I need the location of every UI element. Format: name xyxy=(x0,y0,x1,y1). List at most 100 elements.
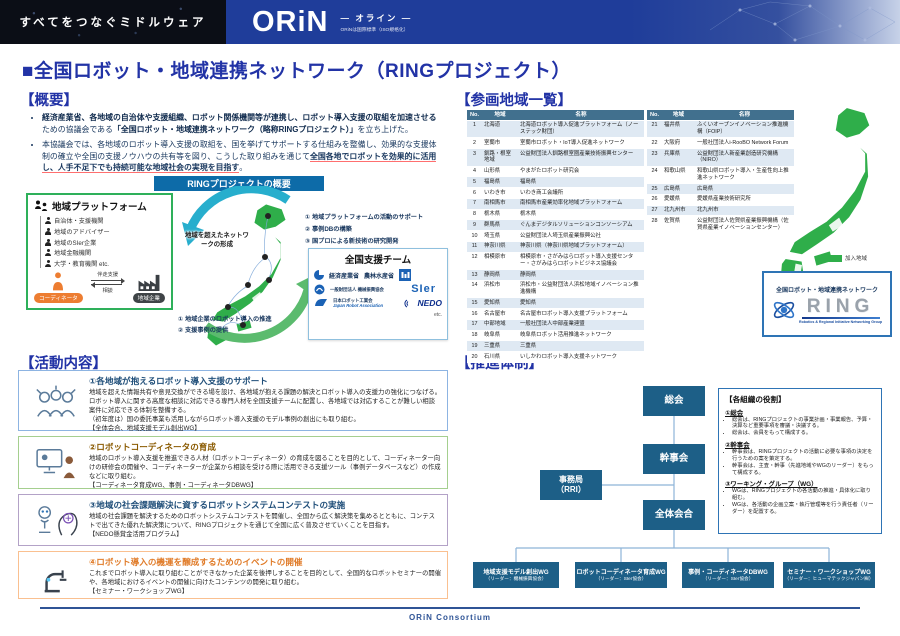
region-no: 14 xyxy=(471,282,478,289)
jara-jp-label: 日本ロボット工業会 xyxy=(333,298,373,303)
activity-card-1: ①各地域が抱えるロボット導入支援のサポート 地域を超えた情報共有や意見交換ができ… xyxy=(18,370,448,432)
legend-color-swatch xyxy=(826,254,842,262)
secretariat-line2: （RRI） xyxy=(556,485,586,494)
region-area: 福島県 xyxy=(484,178,501,185)
region-row: 19 三重県 三重県 xyxy=(467,341,644,353)
person-icon xyxy=(45,217,51,224)
region-area: 室蘭市 xyxy=(484,139,501,146)
regions-table-left: No. 地域 名称 1 北海道 北海道ロボット導入促進プラットフォーム（ノーステック財団）… xyxy=(467,110,644,363)
overview-bullet-2: 本協議会では、各地域のロボット導入支援の取組を、国を挙げてサポートする仕組みを整… xyxy=(42,139,444,175)
region-area: 石川県 xyxy=(484,353,501,360)
cycle-arrow-green xyxy=(203,288,313,343)
region-name: 名古屋市ロボット導入支援プラットフォーム xyxy=(520,310,628,317)
activity-title: ②ロボットコーディネータの育成 xyxy=(89,442,216,452)
orin-caption: ORiNは国際標準（ISO規格化） xyxy=(340,27,409,33)
regions-heading: 【参画地域一覧】 xyxy=(456,93,572,109)
region-row: 24 和歌山県 和歌山県ロボット導入・生産性向上推進ネットワーク xyxy=(647,166,794,185)
diagram-title-bar: RINGプロジェクトの概要 xyxy=(154,176,324,191)
ring-underline-bar xyxy=(801,316,880,319)
region-row: 15 愛知県 愛知県 xyxy=(467,298,644,310)
activities-heading: 【活動内容】 xyxy=(20,356,107,372)
jara-en-label: Japan Robot Association xyxy=(333,303,384,309)
platform-member: 自治体・支援機関 xyxy=(45,216,165,225)
region-name: 公益財団法人釧路根室圏産業技術振興センター xyxy=(520,150,634,157)
region-name: 相模原市・さがみはらロボット導入支援センター・さがみはらロボットビジネス協議会 xyxy=(520,254,634,267)
role-section-head: ①総会 xyxy=(725,409,744,417)
overview-b2-pre: 本協議会では、各地域のロボット導入支援の取組を、国を挙げてサポートする仕組みを整… xyxy=(42,139,437,161)
region-name: 和歌山県ロボット導入・生産性向上推進ネットワーク xyxy=(697,168,789,181)
overview-heading: 【概要】 xyxy=(20,93,78,109)
nedo-arcs-icon xyxy=(404,299,409,308)
activity-icon-cell xyxy=(23,375,89,427)
region-area: 北九州市 xyxy=(664,207,686,214)
region-row: 27 北九州市 北九州市 xyxy=(647,205,794,217)
region-row: 23 兵庫県 公益財団法人新産業創造研究機構（NIRO） xyxy=(647,149,794,167)
region-area: 岐阜県 xyxy=(484,332,501,339)
maff-label: 農林水産省 xyxy=(364,273,395,280)
region-area: 群馬県 xyxy=(484,221,501,228)
platform-member-label: 自治体・支援機関 xyxy=(54,218,104,225)
people-group-icon xyxy=(35,200,48,211)
platform-member-label: 地域のSIer企業 xyxy=(54,239,97,247)
role-bullet: 幹事会は、主査・幹事（先進地域やWGのリーダー）をもって構成する。 xyxy=(732,463,875,477)
overview-b1-end: を立ち上げた。 xyxy=(357,124,413,134)
region-row: 17 中部地域 一般社団法人中部産業連盟 xyxy=(467,319,644,331)
activity-wg-tag: 【NEDO懸賞金活用プログラム】 xyxy=(89,530,183,538)
ring-swoosh-icon xyxy=(773,301,795,319)
region-name: 浜松市・公益財団法人浜松地域イノベーション推進機構 xyxy=(520,282,639,296)
org-node-plenary-meeting: 全体会合 xyxy=(643,500,705,530)
support-team-notes: ① 地域プラットフォームの活動のサポート ② 事例DBの構築 ③ 国プロによる新… xyxy=(305,212,423,247)
region-area: 和歌山県 xyxy=(664,168,686,175)
header-band: すべてをつなぐミドルウェア ORiN — オライン — ORiNは国際標準（IS… xyxy=(0,0,900,44)
region-area: 北海道 xyxy=(484,122,501,129)
region-name: 広島県 xyxy=(697,185,714,192)
region-area: 埼玉県 xyxy=(484,232,501,239)
cycle-arrow-teal xyxy=(185,186,291,232)
platform-output-notes: ① 地域企業のロボット導入の推進 ② 支援事例の提供 xyxy=(178,315,272,336)
arrow-right-icon xyxy=(90,277,125,284)
region-no: 2 xyxy=(473,139,476,146)
meti-logo-icon xyxy=(314,270,324,280)
region-no: 23 xyxy=(651,150,658,157)
region-no: 19 xyxy=(471,342,478,349)
role-bullets: 幹事会は、RINGプロジェクトの活動に必要な事項の決定を行うための案を策定する。… xyxy=(725,449,875,477)
region-name: 愛知県 xyxy=(520,299,537,306)
platform-member-label: 地域のアドバイザー xyxy=(54,228,110,236)
region-no: 12 xyxy=(471,254,478,261)
ring-logo-badge: 全国ロボット・地域連携ネットワーク RING Robotics & Region… xyxy=(762,271,892,337)
region-row: 13 静岡県 静岡県 xyxy=(467,270,644,281)
activity-icon-cell xyxy=(23,556,89,595)
region-row: 26 愛媛県 愛媛県産業技術研究所 xyxy=(647,194,794,206)
region-row: 25 広島県 広島県 xyxy=(647,184,794,195)
region-area: 相模原市 xyxy=(484,254,506,261)
platform-member: 地域のアドバイザー xyxy=(45,227,165,236)
activity-text-cell: ③地域の社会課題解決に資するロボットシステムコンテストの実施 地域の社会課題を解… xyxy=(89,499,441,542)
org-node-wg-case-db: 事例・コーディネータDBWG （リーダー：SIer協会） xyxy=(682,562,774,588)
role-bullets: WGは、RINGプロジェクトの各活動の推進・具体化に取り組む。 WGは、各活動の… xyxy=(725,488,875,516)
region-area: 山形県 xyxy=(484,168,501,175)
org-node-steering-committee: 幹事会 xyxy=(643,444,705,474)
region-row: 14 浜松市 浜松市・公益財団法人浜松地域イノベーション推進機構 xyxy=(467,280,644,299)
region-name: 神奈川県（神奈川県地域プラットフォーム） xyxy=(520,243,628,250)
region-name: 一般社団法人中部産業連盟 xyxy=(520,321,585,328)
arrow-consult-label: 相談 xyxy=(102,288,113,295)
support-consult-arrows: 伴走支援 相談 xyxy=(90,271,125,295)
footer-divider xyxy=(40,607,860,609)
region-area: 三重県 xyxy=(484,342,501,349)
region-no: 25 xyxy=(651,185,658,192)
region-area: 浜松市 xyxy=(484,282,501,289)
activity-card-3: ③地域の社会課題解決に資するロボットシステムコンテストの実施 地域の社会課題を解… xyxy=(18,494,448,546)
national-support-team-box: 全国支援チーム 経済産業省 農林水産省 一般財団法人 機械振興協会 SIer 日… xyxy=(308,248,448,340)
sier-logo: SIer xyxy=(411,283,436,295)
factory-icon xyxy=(138,275,160,292)
support-etc-label: etc. xyxy=(433,311,442,318)
person-icon xyxy=(45,249,51,257)
region-name: 室蘭市ロボット・IoT導入促進ネットワーク xyxy=(520,139,625,146)
regions-header-row: No. 地域 名称 xyxy=(647,110,794,121)
region-area: いわき市 xyxy=(484,189,506,196)
region-name: いしかわロボット導入支援ネットワーク xyxy=(520,353,618,360)
platform-member-label: 大学・教育機関 etc. xyxy=(54,261,110,269)
wg-leader: （リーダー：ヒューマテックジャパン㈱） xyxy=(784,575,874,581)
org-connector-lines xyxy=(515,416,830,562)
region-no: 3 xyxy=(473,150,476,157)
